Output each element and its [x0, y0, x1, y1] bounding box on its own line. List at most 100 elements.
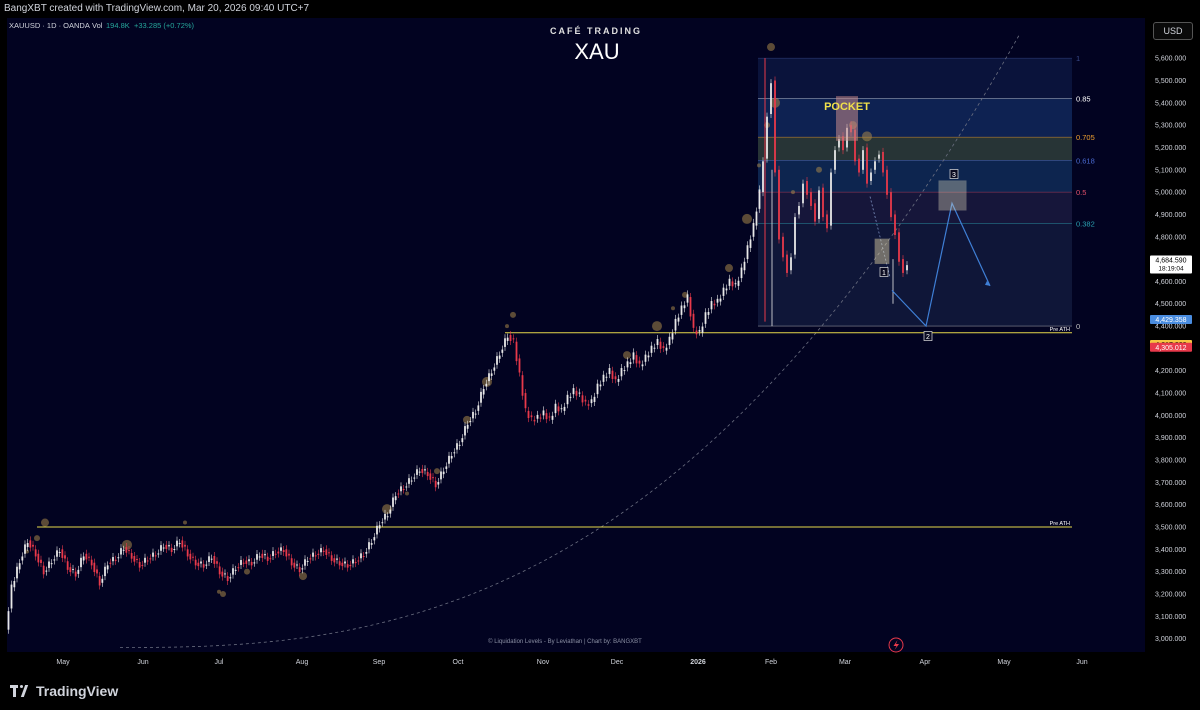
time-axis[interactable]: May Jun Jul Aug Sep Oct Nov Dec 2026 Feb Mar Apr May…	[56, 659, 1087, 666]
candle-body	[240, 560, 242, 565]
candle-body	[69, 567, 72, 573]
candle-body	[410, 480, 413, 482]
candles	[7, 58, 908, 634]
candle-body	[704, 312, 707, 324]
fibonacci-retracement[interactable]: 1 0.85 0.705 0.618 0.5 0.382 0	[758, 54, 1095, 331]
candle-body	[408, 478, 410, 484]
candle-body	[906, 265, 908, 271]
projection-path[interactable]: 1 2 3	[836, 96, 991, 341]
candle-body	[599, 384, 602, 387]
lightning-icon[interactable]	[888, 637, 904, 653]
candle-body	[472, 411, 474, 419]
time-tick: Sep	[373, 659, 386, 666]
candle-body	[882, 151, 884, 173]
time-tick: Jul	[215, 659, 224, 666]
candle-body	[485, 383, 488, 387]
candle-body	[548, 416, 551, 418]
candle-body	[758, 189, 761, 209]
candle-body	[501, 349, 504, 353]
candle-body	[834, 150, 836, 170]
candle-body	[312, 552, 314, 557]
candle-body	[432, 477, 434, 479]
horizontal-levels[interactable]: Pre ATH Pre ATH	[37, 327, 1072, 528]
candle-body	[389, 509, 392, 514]
candle-body	[456, 443, 458, 450]
candle-body	[686, 294, 689, 303]
candle-body	[590, 399, 593, 404]
candle-body	[272, 551, 274, 557]
time-tick: Apr	[920, 659, 932, 666]
candle-body	[870, 172, 872, 181]
candle-body	[386, 516, 389, 518]
candle-body	[581, 395, 584, 403]
candle-body	[635, 355, 638, 364]
candle-body	[205, 564, 208, 566]
candle-body	[716, 298, 719, 303]
tradingview-logo[interactable]: TradingView	[10, 683, 118, 699]
price-tick: 3,600.000	[1155, 502, 1186, 509]
time-tick: 2026	[690, 659, 706, 666]
candle-body	[293, 562, 296, 568]
candle-body	[469, 421, 472, 423]
candle-body	[192, 556, 194, 558]
candle-body	[515, 341, 518, 362]
candle-body	[755, 211, 758, 226]
liquidation-bubble	[463, 415, 471, 424]
currency-button[interactable]: USD	[1153, 22, 1193, 40]
candle-body	[368, 542, 370, 550]
candle-body	[802, 183, 804, 204]
candle-body	[136, 558, 138, 560]
candle-body	[122, 549, 125, 551]
fib-level-label: 1	[1076, 54, 1080, 63]
candle-body	[125, 547, 128, 553]
candle-body	[165, 544, 168, 550]
candle-body	[77, 569, 80, 574]
price-badge	[1150, 255, 1192, 274]
candle-body	[280, 547, 282, 551]
candle-body	[810, 192, 812, 206]
wave-1-zone	[874, 238, 890, 264]
fib-zone	[758, 98, 1072, 138]
candle-body	[418, 471, 421, 473]
liquidation-bubble	[434, 468, 440, 475]
time-tick: May	[56, 659, 70, 666]
candle-body	[794, 217, 796, 255]
price-tick: 3,500.000	[1155, 524, 1186, 531]
candle-body	[542, 410, 545, 416]
price-tick: 4,200.000	[1155, 368, 1186, 375]
candle-body	[774, 80, 776, 173]
candle-body	[397, 493, 400, 495]
candle-body	[632, 352, 635, 360]
candle-body	[178, 543, 181, 545]
candle-body	[186, 549, 189, 557]
candle-body	[146, 560, 149, 562]
price-tick: 3,700.000	[1155, 480, 1186, 487]
candle-body	[557, 406, 560, 412]
candle-body	[894, 214, 896, 235]
candle-body	[668, 336, 671, 346]
liquidation-bubble	[220, 590, 226, 597]
price-tick: 5,100.000	[1155, 167, 1186, 174]
candle-body	[144, 557, 146, 563]
candle-body	[689, 297, 692, 317]
candle-body	[120, 548, 122, 555]
time-tick: Aug	[296, 659, 309, 666]
candle-body	[536, 414, 539, 419]
candle-body	[614, 376, 617, 380]
candle-body	[488, 373, 490, 382]
candle-body	[85, 553, 88, 560]
candle-body	[683, 305, 686, 309]
fib-level-label: 0	[1076, 322, 1080, 331]
candle-body	[253, 562, 256, 564]
candle-body	[740, 267, 743, 279]
liquidation-bubble	[244, 568, 250, 575]
candle-body	[429, 473, 432, 480]
fib-zone	[758, 137, 1072, 161]
candle-body	[82, 556, 85, 561]
candle-body	[66, 561, 69, 570]
candle-body	[710, 301, 713, 310]
wave-3-zone	[938, 180, 967, 211]
candle-body	[218, 566, 221, 575]
candle-body	[168, 545, 170, 547]
